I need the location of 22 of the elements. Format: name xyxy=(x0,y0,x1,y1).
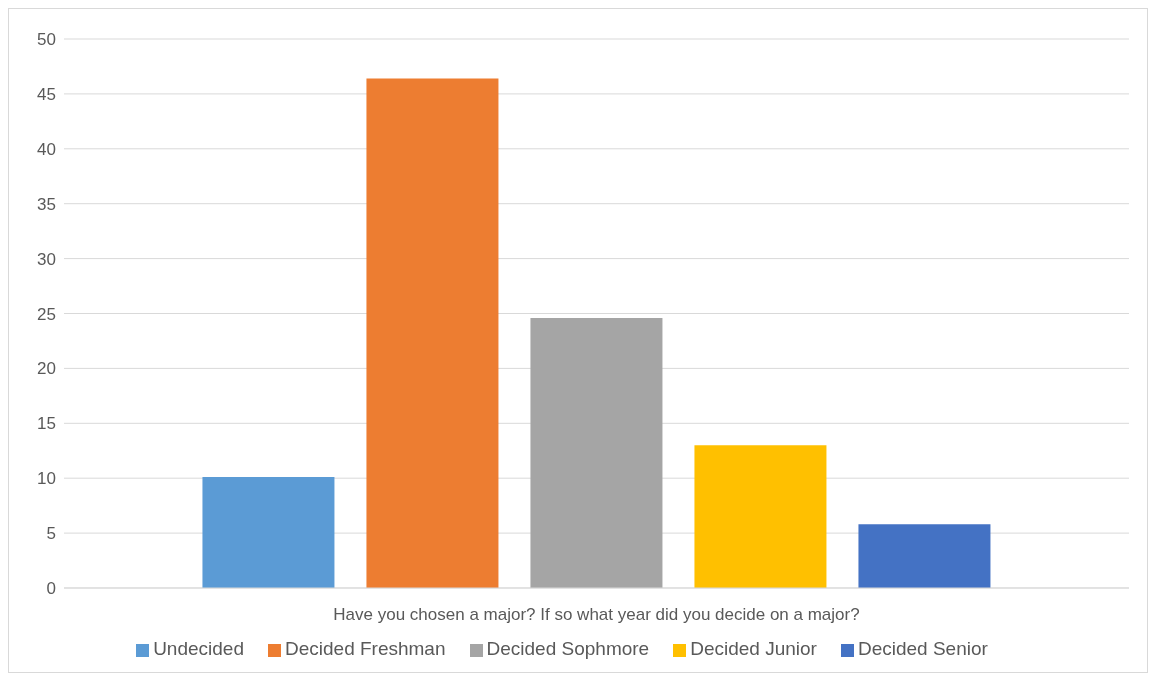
legend-label: Decided Freshman xyxy=(284,638,446,659)
y-tick-label: 10 xyxy=(37,469,56,489)
bar xyxy=(530,317,663,588)
y-tick-label: 0 xyxy=(46,579,56,599)
x-tick-label: Have you chosen a major? If so what year did you decide on a major? xyxy=(333,605,860,625)
y-tick-label: 35 xyxy=(37,194,56,214)
bar xyxy=(694,445,827,588)
legend-label: Decided Sophmore xyxy=(486,638,650,659)
legend-label: Decided Junior xyxy=(690,638,817,659)
y-tick-label: 25 xyxy=(37,304,56,324)
y-tick-label: 30 xyxy=(37,249,56,269)
legend-label: Undecided xyxy=(153,638,244,659)
y-tick-label: 50 xyxy=(37,30,56,50)
bar xyxy=(858,524,991,588)
y-tick-label: 15 xyxy=(37,414,56,434)
y-tick-label: 5 xyxy=(46,524,56,544)
y-tick-label: 45 xyxy=(37,84,56,104)
y-tick-label: 40 xyxy=(37,139,56,159)
legend-label: Decided Senior xyxy=(857,638,988,659)
y-tick-label: 20 xyxy=(37,359,56,379)
bar xyxy=(202,477,335,588)
bar xyxy=(366,78,499,588)
